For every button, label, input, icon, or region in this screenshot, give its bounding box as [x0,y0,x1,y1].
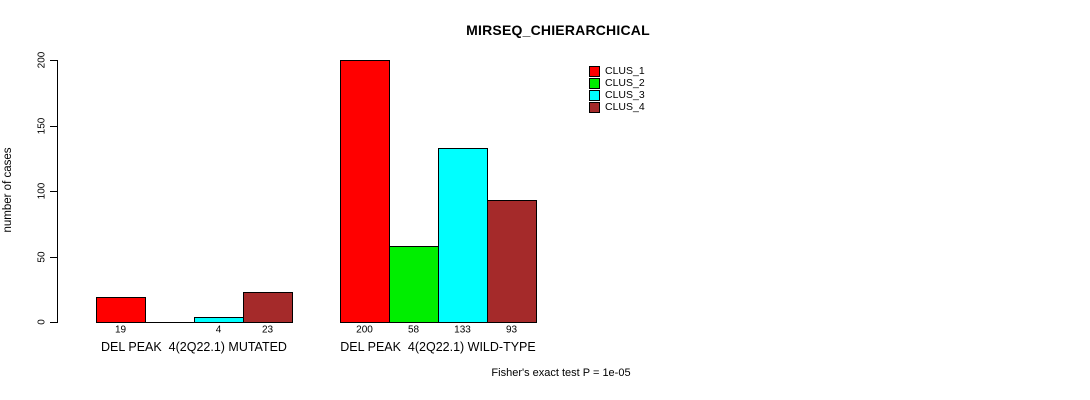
legend-label: CLUS_2 [605,77,645,89]
y-tick-mark [50,191,57,192]
y-tick-label: 100 [36,182,48,200]
chart-title: MIRSEQ_CHIERARCHICAL [466,22,650,38]
y-axis-line [57,60,58,323]
legend-item: CLUS_3 [589,89,645,101]
bar-value-label: 19 [114,324,127,336]
y-tick-label: 50 [36,250,48,263]
y-tick-label: 200 [36,51,48,69]
bar-clus_4 [243,292,293,323]
y-tick-label: 0 [36,319,48,325]
legend-item: CLUS_2 [589,77,645,89]
y-tick-mark [50,256,57,258]
legend-item: CLUS_1 [589,65,645,77]
bar-clus_1 [340,60,390,323]
legend-label: CLUS_1 [605,65,645,77]
bar-clus_1 [96,297,146,323]
legend-color-swatch [589,89,600,101]
bar-value-label: 133 [454,324,471,336]
y-tick-mark [50,60,57,61]
y-tick-mark [50,322,57,323]
legend-item: CLUS_4 [589,101,645,113]
group-label: DEL PEAK 4(2Q22.1) MUTATED [101,340,287,354]
legend-label: CLUS_4 [605,101,645,113]
y-tick-mark [50,125,57,127]
bar-clus_4 [487,200,537,323]
bar-clus_2 [389,246,439,323]
legend-label: CLUS_3 [605,89,645,101]
legend: CLUS_1 CLUS_2 CLUS_3 CLUS_4 [589,65,645,113]
bar-clus_3 [438,148,488,323]
group-label: DEL PEAK 4(2Q22.1) WILD-TYPE [340,340,536,354]
legend-color-swatch [589,65,600,77]
bar-value-label: 93 [505,324,518,336]
bar-value-label: 23 [261,324,274,336]
bar-value-label: 4 [215,324,222,336]
legend-color-swatch [589,101,600,113]
bar-value-label: 58 [407,324,420,336]
footnote-fisher-test: Fisher's exact test P = 1e-05 [491,367,631,379]
bar-value-label: 200 [356,324,373,336]
legend-color-swatch [589,77,600,89]
bar-clus_3 [194,317,244,323]
y-axis-title: number of cases [2,147,14,233]
y-tick-label: 150 [36,117,48,134]
